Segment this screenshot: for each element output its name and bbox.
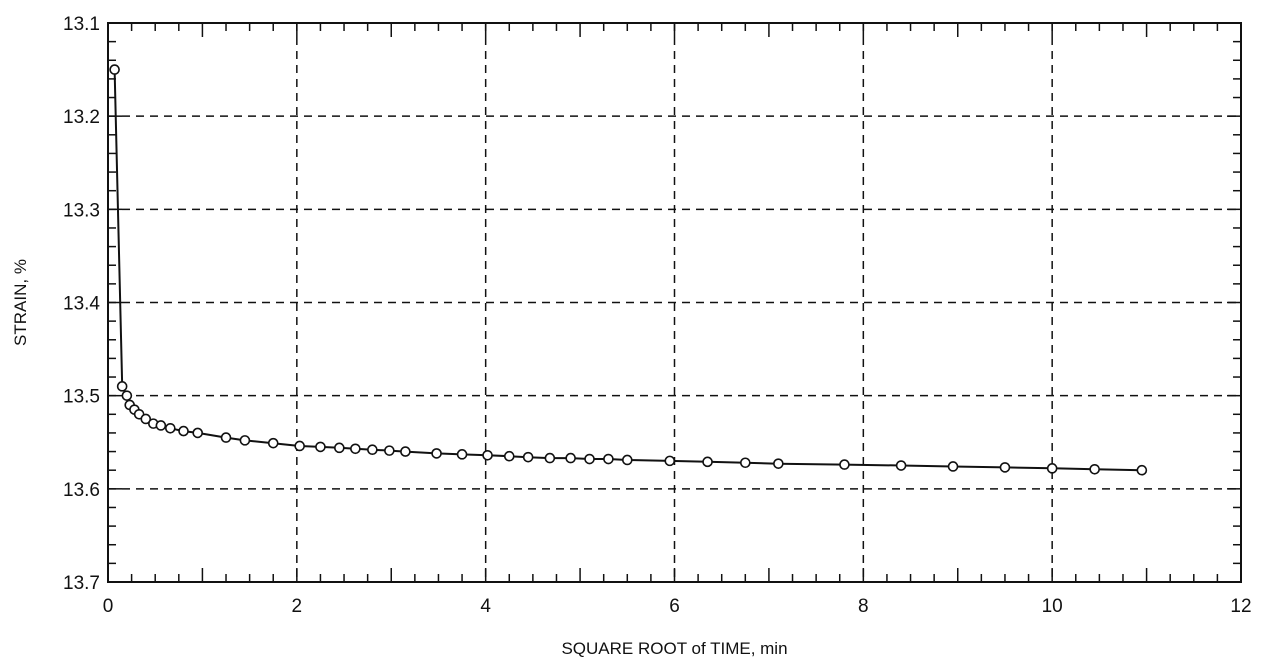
- y-axis-title: STRAIN, %: [11, 259, 30, 346]
- data-point: [740, 457, 751, 469]
- data-point: [384, 445, 395, 456]
- x-tick-label: 4: [480, 596, 491, 617]
- data-point: [315, 441, 326, 453]
- data-point: [584, 453, 595, 465]
- y-tick-label: 13.5: [63, 387, 100, 408]
- data-point: [503, 450, 515, 462]
- y-tick-label: 13.6: [63, 480, 100, 501]
- data-point: [367, 444, 378, 456]
- x-tick-label: 8: [858, 596, 869, 617]
- data-point: [522, 451, 534, 463]
- y-tick-label: 13.2: [63, 107, 100, 128]
- x-tick-label: 0: [103, 596, 114, 617]
- data-point: [565, 452, 576, 464]
- y-tick-label: 13.7: [63, 573, 100, 594]
- x-tick-label: 12: [1230, 596, 1251, 617]
- data-point: [702, 456, 713, 468]
- data-point: [1136, 464, 1148, 476]
- data-point: [773, 458, 784, 469]
- y-tick-label: 13.1: [63, 14, 100, 35]
- y-tick-label: 13.3: [63, 200, 100, 221]
- data-point: [116, 381, 128, 392]
- data-point: [334, 442, 345, 454]
- data-point: [544, 452, 556, 464]
- data-point: [482, 449, 493, 461]
- data-point: [456, 449, 468, 460]
- data-point: [220, 432, 232, 443]
- x-tick-label: 2: [292, 596, 303, 617]
- data-point: [400, 446, 411, 457]
- grid: [108, 23, 1241, 582]
- data-point: [155, 420, 167, 431]
- data-point: [239, 435, 251, 446]
- data-point: [294, 440, 305, 452]
- data-point: [664, 455, 676, 467]
- x-tick-label: 6: [669, 596, 680, 617]
- data-point: [621, 454, 633, 466]
- data-point: [947, 461, 959, 472]
- data-point: [1089, 463, 1100, 475]
- data-point: [999, 462, 1011, 473]
- data-point: [192, 427, 203, 439]
- tick-labels: 0 2 4 6 8 10 12 13.1 13.2 13.3 13.4 13.5 13.6 13.7: [63, 14, 1252, 617]
- data-point: [350, 443, 361, 455]
- x-tick-label: 10: [1042, 596, 1063, 617]
- data-point: [140, 413, 152, 425]
- data-point: [1046, 463, 1058, 474]
- tick-marks: [107, 22, 1242, 583]
- y-tick-label: 13.4: [63, 294, 100, 315]
- data-point: [603, 453, 614, 465]
- x-axis-title: SQUARE ROOT of TIME, min: [561, 639, 787, 658]
- data-point: [178, 425, 189, 437]
- data-point: [121, 390, 133, 401]
- data-point: [267, 437, 279, 449]
- data-points: [109, 64, 1148, 476]
- data-point: [839, 459, 850, 470]
- data-point: [431, 448, 442, 459]
- fitted-curve: [113, 69, 1142, 472]
- data-point: [165, 422, 176, 434]
- data-point: [109, 64, 120, 75]
- plot-frame: [107, 22, 1242, 583]
- data-point: [895, 460, 907, 471]
